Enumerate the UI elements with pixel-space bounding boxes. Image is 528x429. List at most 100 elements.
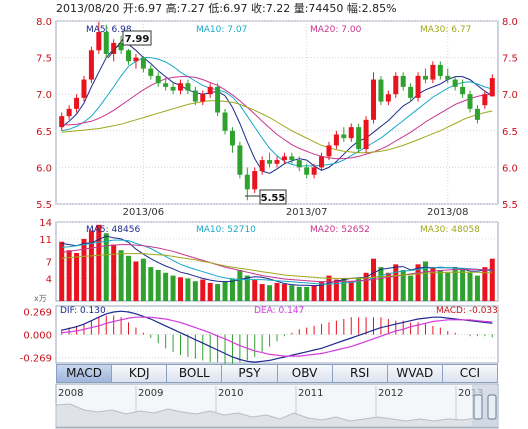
header-close: 收:7.22 [251, 1, 290, 15]
tab-kdj[interactable]: KDJ [111, 364, 167, 383]
volume-bar [192, 281, 198, 301]
candle-body [222, 112, 228, 131]
volume-bar [207, 282, 213, 301]
volume-bar [148, 267, 154, 301]
price-moving-averages [61, 43, 493, 174]
candle-body [170, 86, 176, 91]
volume-bar [311, 285, 317, 301]
candle-body [237, 145, 243, 175]
macd-histogram [61, 315, 493, 364]
header-open: 开:6.97 [123, 2, 162, 15]
candle-body [103, 31, 109, 54]
candle-body [118, 42, 124, 51]
candle-body [289, 156, 295, 161]
volume-bar [408, 275, 414, 301]
candle-body [244, 174, 250, 190]
volume-bar [385, 272, 391, 301]
volume-bar [333, 279, 339, 301]
tab-cci[interactable]: CCI [441, 364, 498, 383]
volume-bar [326, 275, 332, 301]
volume-ytick: 7 [46, 258, 52, 269]
price-panel: 8.0 7.5 7.0 6.5 6.0 5.5 8.0 7.5 7.0 6.5 6.0 5.5 20… [36, 17, 518, 218]
macd-ytick: 0.000 [23, 331, 52, 342]
candle-body [371, 79, 377, 120]
macd-ytick: -0.269 [20, 354, 52, 365]
macd-dif-line [61, 310, 493, 363]
price-ma10-line [61, 57, 493, 167]
volume-ma20-line [61, 244, 493, 283]
candle-body [111, 42, 117, 54]
candle-body [163, 83, 169, 87]
timeline-overview[interactable]: 2008 2009 2010 2011 2012 2013 [55, 383, 499, 429]
candle-body [59, 116, 65, 128]
volume-bar [229, 278, 235, 301]
price-legend: MA5: 6.98 MA10: 7.07 MA20: 7.00 MA30: 6.… [86, 25, 471, 35]
tab-rsi[interactable]: RSI [331, 364, 387, 383]
price-xtick: 2013/07 [286, 207, 328, 218]
candle-body [133, 57, 139, 62]
volume-yticks: 14 11 7 4 [39, 218, 52, 285]
tab-wvad[interactable]: WVAD [386, 364, 442, 383]
volume-ma30-line [61, 253, 493, 279]
tab-psy[interactable]: PSY [221, 364, 277, 383]
volume-ytick: 11 [39, 235, 52, 246]
tab-obv[interactable]: OBV [276, 364, 332, 383]
timeline-handle-right[interactable] [487, 394, 497, 420]
volume-bar [185, 278, 191, 301]
tab-macd[interactable]: MACD [56, 364, 112, 383]
macd-lines [61, 310, 493, 363]
macd-panel: x万 0.269 0.000 -0.269 DIF: 0.130 DEA: 0.14… [20, 294, 499, 365]
tab-boll[interactable]: BOLL [166, 364, 222, 383]
volume-ma5-line [61, 235, 493, 287]
candle-body [348, 127, 354, 139]
price-ma20-line [61, 76, 493, 160]
candle-body [200, 94, 206, 102]
volume-bar [319, 281, 325, 301]
price-grid [56, 20, 498, 205]
volume-bar [363, 272, 369, 301]
price-yticks-right: 8.0 7.5 7.0 6.5 6.0 5.5 [502, 17, 518, 211]
volume-bar [445, 272, 451, 301]
candle-body [215, 86, 221, 113]
volume-ytick: 14 [39, 218, 52, 229]
price-xtick: 2013/06 [123, 207, 165, 218]
candle-body [252, 171, 258, 190]
volume-bar [474, 275, 480, 301]
volume-bar [348, 281, 354, 301]
volume-bars [59, 224, 495, 301]
volume-bar [296, 286, 302, 301]
legend-price-ma5: MA5: 6.98 [86, 25, 132, 35]
volume-bar [267, 285, 273, 301]
volume-bar [415, 264, 421, 301]
candle-body [192, 90, 198, 102]
candle-body [415, 75, 421, 98]
timeline-handle-left[interactable] [473, 394, 483, 420]
macd-ytick: 0.269 [23, 307, 52, 318]
header-high: 高:7.27 [166, 1, 205, 15]
volume-bar [460, 268, 466, 301]
candle-body [467, 94, 473, 109]
candle-body [356, 127, 362, 150]
candle-body [400, 75, 406, 87]
volume-bar [422, 261, 428, 301]
legend-vol-ma30: MA30: 48058 [420, 225, 480, 235]
price-ytick-left: 7.5 [36, 54, 52, 65]
price-ma5-line [61, 43, 493, 174]
candle-body [207, 86, 213, 95]
price-ytick-left: 6.5 [36, 127, 52, 138]
volume-bar [88, 230, 94, 301]
volume-moving-averages [61, 235, 493, 287]
timeline-year-label: 2008 [58, 388, 83, 399]
volume-bar [155, 269, 161, 301]
timeline-year-label: 2013 [458, 388, 483, 399]
legend-dea: DEA: 0.147 [254, 306, 304, 316]
volume-bar [489, 258, 495, 301]
volume-bar [103, 233, 109, 301]
candle-body [126, 50, 132, 62]
price-yticks-left: 8.0 7.5 7.0 6.5 6.0 5.5 [36, 17, 52, 211]
macd-dea-line [61, 316, 493, 357]
candle-body [281, 156, 287, 161]
legend-price-ma20: MA20: 7.00 [310, 25, 362, 35]
candle-body [341, 134, 347, 139]
volume-bar [140, 258, 146, 301]
